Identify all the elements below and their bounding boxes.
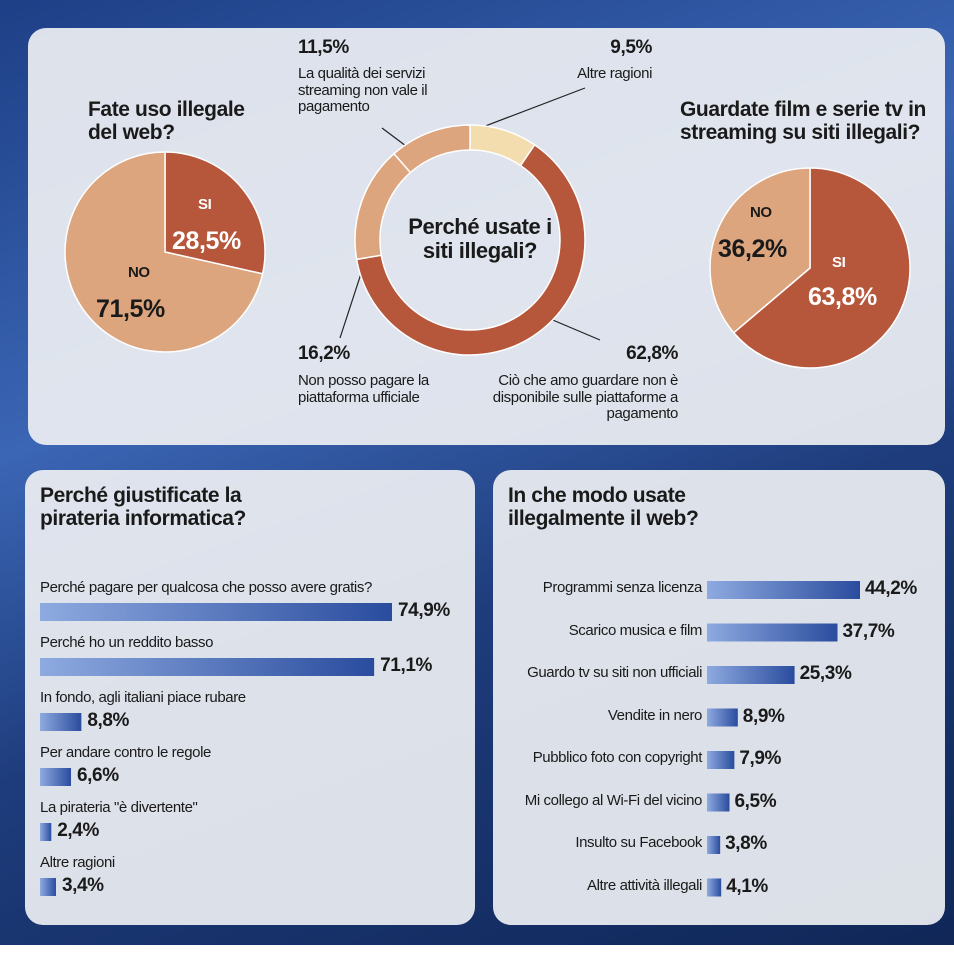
bar	[40, 768, 72, 786]
value-label: 63,8%	[808, 283, 877, 311]
bar-label: Per andare contro le regole	[40, 744, 211, 761]
bar	[40, 823, 52, 841]
value-label: 2,4%	[57, 820, 99, 841]
bar	[40, 713, 82, 731]
bar-label: In fondo, agli italiani piace rubare	[40, 689, 246, 706]
chart-title: Fate uso illegale del web?	[88, 98, 245, 145]
bar	[707, 708, 738, 727]
bar-label: Pubblico foto con copyright	[532, 749, 703, 766]
bar	[40, 603, 392, 621]
value-label: 7,9%	[739, 748, 782, 769]
bar-label: Perché pagare per qualcosa che posso ave…	[40, 579, 372, 596]
value-label: 16,2%	[298, 343, 350, 364]
value-label: 74,9%	[398, 600, 450, 621]
value-label: 44,2%	[865, 578, 917, 599]
value-label: 3,8%	[725, 833, 767, 854]
slice	[709, 167, 811, 334]
value-label: 28,5%	[172, 227, 241, 255]
bar-label: Insulto su Facebook	[575, 834, 702, 851]
footer-strip	[0, 945, 954, 963]
slice-label: La qualità dei servizi streaming non val…	[298, 65, 428, 115]
slice-label: Ciò che amo guardare non è disponibile s…	[492, 372, 679, 422]
slice-label: NO	[750, 204, 772, 221]
bar	[40, 878, 56, 896]
bar	[707, 751, 735, 769]
slice	[355, 143, 586, 356]
bar-label: Programmi senza licenza	[542, 579, 703, 596]
bar-label: Altre ragioni	[40, 854, 115, 871]
value-label: 71,1%	[380, 655, 433, 676]
chart-title: Perché usate i siti illegali?	[408, 214, 552, 264]
bar-label: Guardo tv su siti non ufficiali	[527, 664, 702, 681]
value-label: 37,7%	[842, 620, 895, 642]
bar-label: La pirateria "è divertente"	[40, 799, 198, 816]
chart-title: Guardate film e serie tv in streaming su…	[680, 98, 926, 145]
bar-label: Altre attività illegali	[586, 876, 702, 894]
value-label: 6,5%	[734, 790, 777, 812]
bar	[707, 623, 838, 642]
slice-label: SI	[198, 196, 212, 213]
bar-label: Scarico musica e film	[568, 621, 703, 639]
value-label: 36,2%	[718, 235, 787, 263]
bar-label: Vendite in nero	[607, 706, 702, 724]
slice	[64, 151, 264, 353]
leader-line	[547, 317, 601, 341]
value-label: 4,1%	[726, 875, 768, 897]
value-label: 3,4%	[61, 875, 104, 896]
slice-label: NO	[128, 264, 150, 281]
value-label: 25,3%	[799, 663, 852, 684]
value-label: 62,8%	[626, 343, 678, 364]
value-label: 71,5%	[96, 295, 165, 323]
value-label: 8,9%	[742, 705, 785, 727]
value-label: 6,6%	[77, 765, 119, 786]
bar	[707, 878, 722, 897]
value-label: 11,5%	[298, 37, 349, 58]
slice-label: Non posso pagare la piattaforma ufficial…	[298, 372, 429, 406]
bar	[707, 581, 860, 599]
panel	[25, 470, 475, 925]
leader-line	[479, 87, 586, 129]
value-label: 8,8%	[87, 710, 130, 731]
bar	[40, 658, 375, 676]
chart-title: Perché giustificate la pirateria informa…	[40, 484, 246, 531]
slice	[392, 124, 471, 174]
slice-label: Altre ragioni	[577, 65, 652, 82]
bar-label: Mi collego al Wi-Fi del vicino	[524, 791, 703, 809]
slice	[164, 151, 266, 275]
value-label: 9,5%	[610, 37, 652, 58]
panel	[28, 28, 945, 445]
chart-title: In che modo usate illegalmente il web?	[508, 484, 699, 531]
bar-label: Perché ho un reddito basso	[40, 634, 214, 651]
slice-label: SI	[832, 254, 846, 271]
bar	[707, 793, 730, 812]
bar	[707, 666, 795, 684]
panel	[493, 470, 945, 925]
slice	[732, 167, 911, 369]
bar	[707, 836, 721, 854]
